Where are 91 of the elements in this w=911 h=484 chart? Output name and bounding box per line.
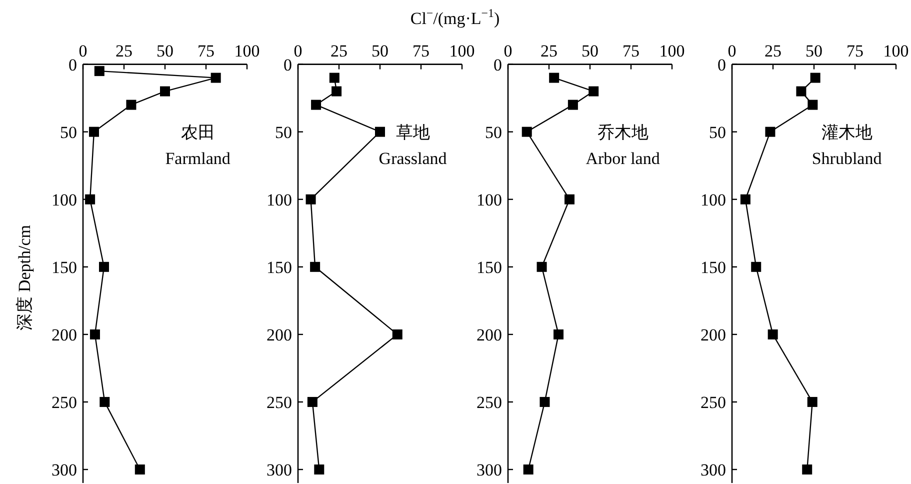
point	[765, 126, 776, 137]
point	[314, 464, 324, 474]
point	[564, 194, 574, 204]
point	[98, 262, 109, 272]
point	[549, 72, 560, 83]
y-tick-label: 150	[52, 258, 77, 277]
x-tick-label: 25	[540, 41, 558, 60]
annotation: 草地	[396, 122, 430, 142]
x-tick-label: 75	[846, 41, 864, 60]
point	[568, 100, 578, 110]
annotation: Grassland	[378, 148, 448, 168]
y-tick-label: 0	[718, 55, 726, 74]
y-tick-label: 100	[266, 190, 292, 210]
point	[588, 86, 599, 96]
x-tick-label: 75	[412, 41, 430, 60]
annotation: Arbor land	[586, 148, 660, 168]
y-tick-label: 150	[700, 258, 726, 277]
point	[740, 194, 750, 204]
x-tick-label: 25	[764, 41, 782, 60]
x-tick-label: 100	[659, 41, 685, 60]
point	[807, 396, 818, 407]
x-tick-label: 100	[234, 41, 260, 60]
point	[90, 329, 100, 340]
point	[332, 86, 342, 96]
y-tick-label: 250	[700, 392, 726, 412]
point	[210, 72, 221, 83]
x-tick-label: 50	[582, 41, 598, 60]
y-tick-label: 100	[700, 190, 726, 210]
y-tick-label: 300	[266, 460, 292, 480]
point	[540, 396, 550, 407]
point	[808, 100, 818, 110]
y-tick-label: 50	[275, 122, 292, 142]
point	[796, 86, 806, 96]
y-tick-label: 250	[476, 392, 502, 412]
annotation: Farmland	[165, 148, 231, 168]
y-tick-label: 50	[485, 122, 502, 142]
point	[126, 100, 136, 110]
y-tick-label: 200	[266, 325, 292, 344]
y-tick-label: 0	[68, 55, 77, 74]
point	[768, 329, 778, 340]
y-tick-label: 150	[266, 258, 292, 277]
point	[310, 262, 320, 272]
point	[307, 396, 318, 407]
point	[329, 72, 340, 83]
y-tick-label: 0	[494, 55, 502, 74]
x-tick-label: 100	[449, 41, 475, 60]
y-tick-label: 100	[476, 190, 502, 210]
x-tick-label: 25	[116, 41, 132, 60]
annotation: Shrubland	[812, 148, 882, 168]
x-tick-label: 75	[622, 41, 640, 60]
y-tick-label: 200	[52, 325, 77, 344]
y-tick-label: 200	[700, 325, 726, 344]
point	[88, 126, 99, 137]
point	[522, 126, 532, 137]
point	[751, 262, 762, 272]
point	[94, 66, 104, 76]
y-tick-label: 50	[709, 122, 726, 142]
point	[311, 100, 322, 110]
point	[375, 126, 385, 137]
x-axis-title: Cl$^{−}$/(mg·L$^{−1}$)	[410, 6, 500, 28]
y-axis-title: 深度 Depth/cm	[15, 225, 34, 330]
y-tick-label: 50	[60, 122, 77, 142]
x-tick-label: 75	[198, 41, 214, 60]
point	[100, 396, 110, 407]
y-tick-label: 300	[700, 460, 726, 480]
x-tick-label: 25	[330, 41, 348, 60]
point	[392, 329, 402, 340]
point	[536, 262, 547, 272]
x-tick-label: 50	[156, 41, 174, 60]
point	[554, 329, 564, 340]
y-tick-label: 250	[52, 392, 77, 412]
y-tick-label: 0	[284, 55, 292, 74]
x-tick-label: 50	[806, 41, 822, 60]
point	[134, 464, 145, 474]
annotation: 农田	[180, 122, 215, 142]
y-tick-label: 250	[266, 392, 292, 412]
y-tick-label: 100	[52, 190, 77, 210]
y-tick-label: 300	[476, 460, 502, 480]
point	[85, 194, 96, 204]
y-tick-label: 300	[52, 460, 77, 480]
point	[802, 464, 812, 474]
y-tick-label: 200	[476, 325, 502, 344]
x-tick-label: 100	[883, 41, 909, 60]
point	[160, 86, 170, 96]
x-tick-label: 50	[372, 41, 388, 60]
annotation: 乔木地	[597, 122, 648, 142]
point	[306, 194, 316, 204]
y-tick-label: 150	[476, 258, 502, 277]
point	[810, 72, 820, 83]
annotation: 灌木地	[821, 122, 872, 142]
point	[523, 464, 534, 474]
